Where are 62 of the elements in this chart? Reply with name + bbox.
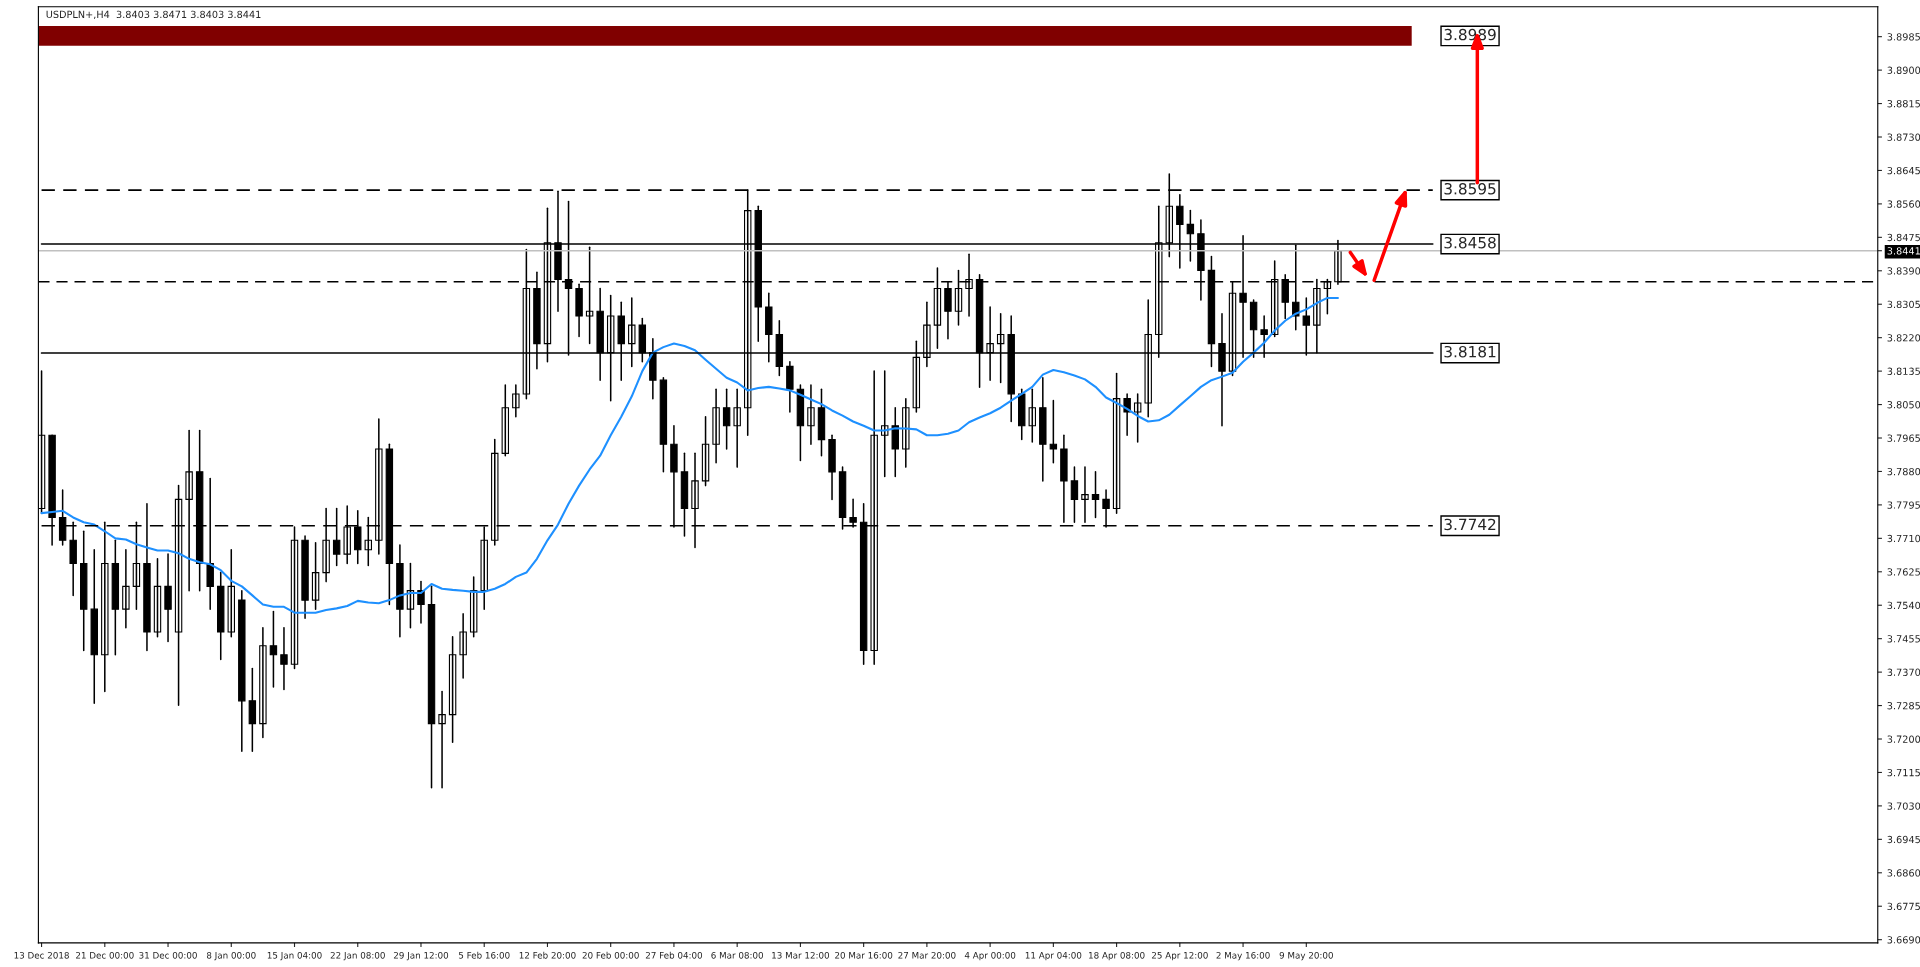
x-tick-label: 27 Feb 04:00 [645, 951, 703, 959]
y-tick-label: 3.8305 [1887, 300, 1920, 309]
y-tick-label: 3.6945 [1887, 835, 1920, 844]
x-tick-label: 9 May 20:00 [1279, 952, 1333, 961]
candlestick [501, 384, 510, 457]
y-tick-label: 3.7030 [1887, 802, 1920, 810]
y-tick-label: 3.8220 [1887, 334, 1920, 342]
y-tick-label: 3.7540 [1887, 601, 1920, 610]
y-tick-label: 3.7795 [1887, 501, 1920, 509]
x-tick-label: 4 Apr 00:00 [964, 952, 1016, 961]
x-tick-label: 5 Feb 16:00 [458, 951, 510, 959]
y-tick-label: 3.8815 [1887, 100, 1920, 108]
y-tick-label: 3.8475 [1887, 233, 1920, 242]
x-tick-label: 22 Jan 08:00 [330, 952, 385, 961]
x-tick-label: 6 Mar 08:00 [711, 952, 764, 959]
x-tick-label: 29 Jan 12:00 [393, 952, 449, 961]
candlestick [227, 548, 235, 638]
y-tick-label: 3.7965 [1887, 434, 1920, 442]
y-tick-label: 3.7880 [1887, 467, 1920, 476]
chart-title: USDPLN+,H4 3.8403 3.8471 3.8403 3.8441 [46, 10, 261, 20]
y-tick-label: 3.6690 [1887, 936, 1920, 944]
y-tick-label: 3.8985 [1887, 33, 1920, 41]
y-tick-label: 3.8560 [1887, 200, 1920, 208]
y-tick-label: 3.7625 [1887, 568, 1920, 576]
y-tick-label: 3.8441 [1887, 247, 1920, 255]
x-tick-label: 31 Dec 00:00 [139, 952, 197, 959]
candlestick [80, 530, 88, 652]
x-tick-label: 18 Apr 08:00 [1089, 952, 1145, 961]
x-tick-label: 20 Feb 00:00 [582, 951, 639, 959]
ref-line-label: 3.7742 [1444, 518, 1496, 531]
candlestick [1028, 388, 1036, 443]
y-tick-label: 3.8645 [1887, 166, 1920, 175]
x-tick-label: 27 Mar 20:00 [898, 952, 956, 959]
y-tick-label: 3.8390 [1887, 267, 1920, 275]
band-label: 3.8989 [1444, 28, 1496, 41]
ref-line-label: 3.8458 [1444, 236, 1496, 249]
ref-line-label: 3.8181 [1444, 345, 1496, 358]
y-tick-label: 3.7285 [1887, 702, 1920, 710]
y-tick-label: 3.7455 [1887, 635, 1920, 643]
x-tick-label: 21 Dec 00:00 [76, 952, 134, 959]
x-tick-label: 8 Jan 00:00 [206, 952, 256, 961]
y-tick-label: 3.7200 [1887, 735, 1920, 743]
y-tick-label: 3.7370 [1887, 668, 1920, 676]
y-tick-label: 3.8730 [1887, 133, 1920, 141]
x-tick-label: 15 Jan 04:00 [267, 952, 322, 961]
y-tick-label: 3.8050 [1887, 401, 1920, 409]
y-tick-label: 3.8135 [1887, 367, 1920, 375]
ref-line-label: 3.8595 [1444, 183, 1496, 195]
y-tick-label: 3.6775 [1887, 902, 1920, 911]
line-series [40, 296, 1339, 614]
candlestick [217, 571, 225, 661]
x-tick-label: 13 Dec 2018 [14, 952, 69, 959]
x-tick-label: 13 Mar 12:00 [772, 952, 830, 959]
y-tick-label: 3.7710 [1887, 534, 1920, 543]
y-tick-label: 3.6860 [1887, 869, 1920, 877]
x-tick-label: 11 Apr 04:00 [1025, 952, 1082, 961]
x-tick-label: 20 Mar 16:00 [835, 952, 893, 959]
x-tick-label: 12 Feb 20:00 [519, 951, 576, 959]
y-tick-label: 3.8900 [1887, 66, 1920, 74]
y-tick-label: 3.7115 [1887, 768, 1920, 777]
x-tick-label: 2 May 16:00 [1216, 952, 1270, 961]
x-tick-label: 25 Apr 12:00 [1151, 952, 1208, 961]
